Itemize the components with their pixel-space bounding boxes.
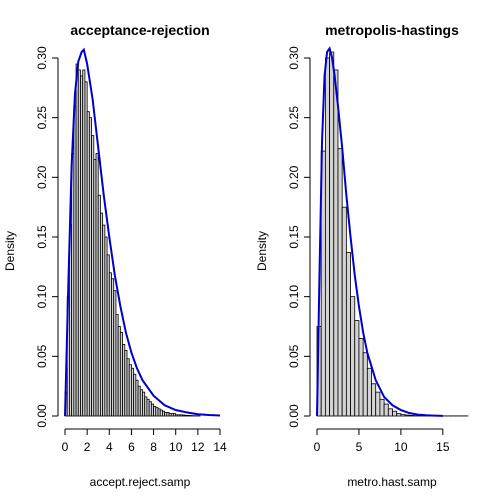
histogram-bar	[387, 408, 393, 417]
x-axis: 0 5 10 15	[314, 428, 450, 454]
histogram-bar	[375, 391, 381, 417]
density-curve	[64, 47, 221, 417]
histogram-bars	[316, 51, 469, 417]
x-tick-label: 6	[128, 440, 135, 454]
histogram-bar	[354, 320, 360, 417]
histogram-bar	[324, 57, 330, 417]
histogram-bar	[371, 383, 377, 417]
y-axis-label: Density	[255, 231, 269, 271]
histogram-bar	[404, 414, 410, 417]
histogram-bar	[337, 148, 343, 417]
x-tick-label: 10	[394, 440, 408, 454]
x-axis-label: metro.hast.samp	[347, 475, 437, 489]
y-tick-label: 0.05	[35, 344, 49, 368]
histogram-bar	[383, 403, 389, 417]
x-tick-label: 8	[150, 440, 157, 454]
y-tick-label: 0.10	[287, 285, 301, 309]
x-tick-label: 0	[314, 440, 321, 454]
histogram-bar	[333, 69, 339, 417]
y-axis: 0.00 0.05 0.10 0.15 0.20 0.25 0.30	[287, 46, 311, 428]
y-axis: 0.00 0.05 0.10 0.15 0.20 0.25 0.30	[35, 46, 59, 428]
y-tick-label: 0.10	[35, 285, 49, 309]
histogram-bar	[366, 367, 372, 417]
x-tick-label: 12	[191, 440, 205, 454]
chart-title: acceptance-rejection	[70, 22, 209, 38]
y-tick-label: 0.05	[287, 344, 301, 368]
x-tick-label: 10	[169, 440, 183, 454]
histogram-bar	[396, 413, 402, 417]
histogram-bar	[358, 338, 364, 417]
x-tick-label: 4	[106, 440, 113, 454]
y-tick-label: 0.25	[287, 106, 301, 130]
histogram-bar	[329, 51, 335, 417]
histogram-bar	[362, 352, 368, 417]
density-curve	[316, 46, 443, 417]
x-tick-label: 14	[213, 440, 227, 454]
y-tick-label: 0.15	[287, 225, 301, 249]
histogram-bar	[341, 206, 347, 417]
y-tick-label: 0.30	[287, 46, 301, 70]
x-axis: 0 2 4 6 8 10 12 14	[62, 428, 227, 454]
y-tick-label: 0.00	[287, 404, 301, 428]
chart-panel-acceptance-rejection: acceptance-rejection accept.reject.samp …	[3, 22, 227, 489]
y-axis-label: Density	[3, 231, 17, 271]
x-tick-label: 0	[62, 440, 69, 454]
y-tick-label: 0.20	[35, 165, 49, 189]
y-tick-label: 0.20	[287, 165, 301, 189]
y-tick-label: 0.15	[35, 225, 49, 249]
histogram-bars	[64, 63, 201, 417]
x-tick-label: 2	[84, 440, 91, 454]
histogram-bar	[400, 414, 406, 417]
x-tick-label: 15	[436, 440, 450, 454]
y-tick-label: 0.25	[35, 106, 49, 130]
histogram-bar	[392, 410, 398, 417]
x-tick-label: 5	[356, 440, 363, 454]
histogram-bar	[408, 415, 414, 417]
chart-title: metropolis-hastings	[325, 22, 459, 38]
histogram-bar	[350, 296, 356, 417]
y-tick-label: 0.00	[35, 404, 49, 428]
histogram-bar	[379, 398, 385, 417]
y-tick-label: 0.30	[35, 46, 49, 70]
histogram-bar	[345, 252, 351, 417]
chart-panel-metropolis-hastings: metropolis-hastings metro.hast.samp Dens…	[255, 22, 469, 489]
x-axis-label: accept.reject.samp	[90, 475, 191, 489]
